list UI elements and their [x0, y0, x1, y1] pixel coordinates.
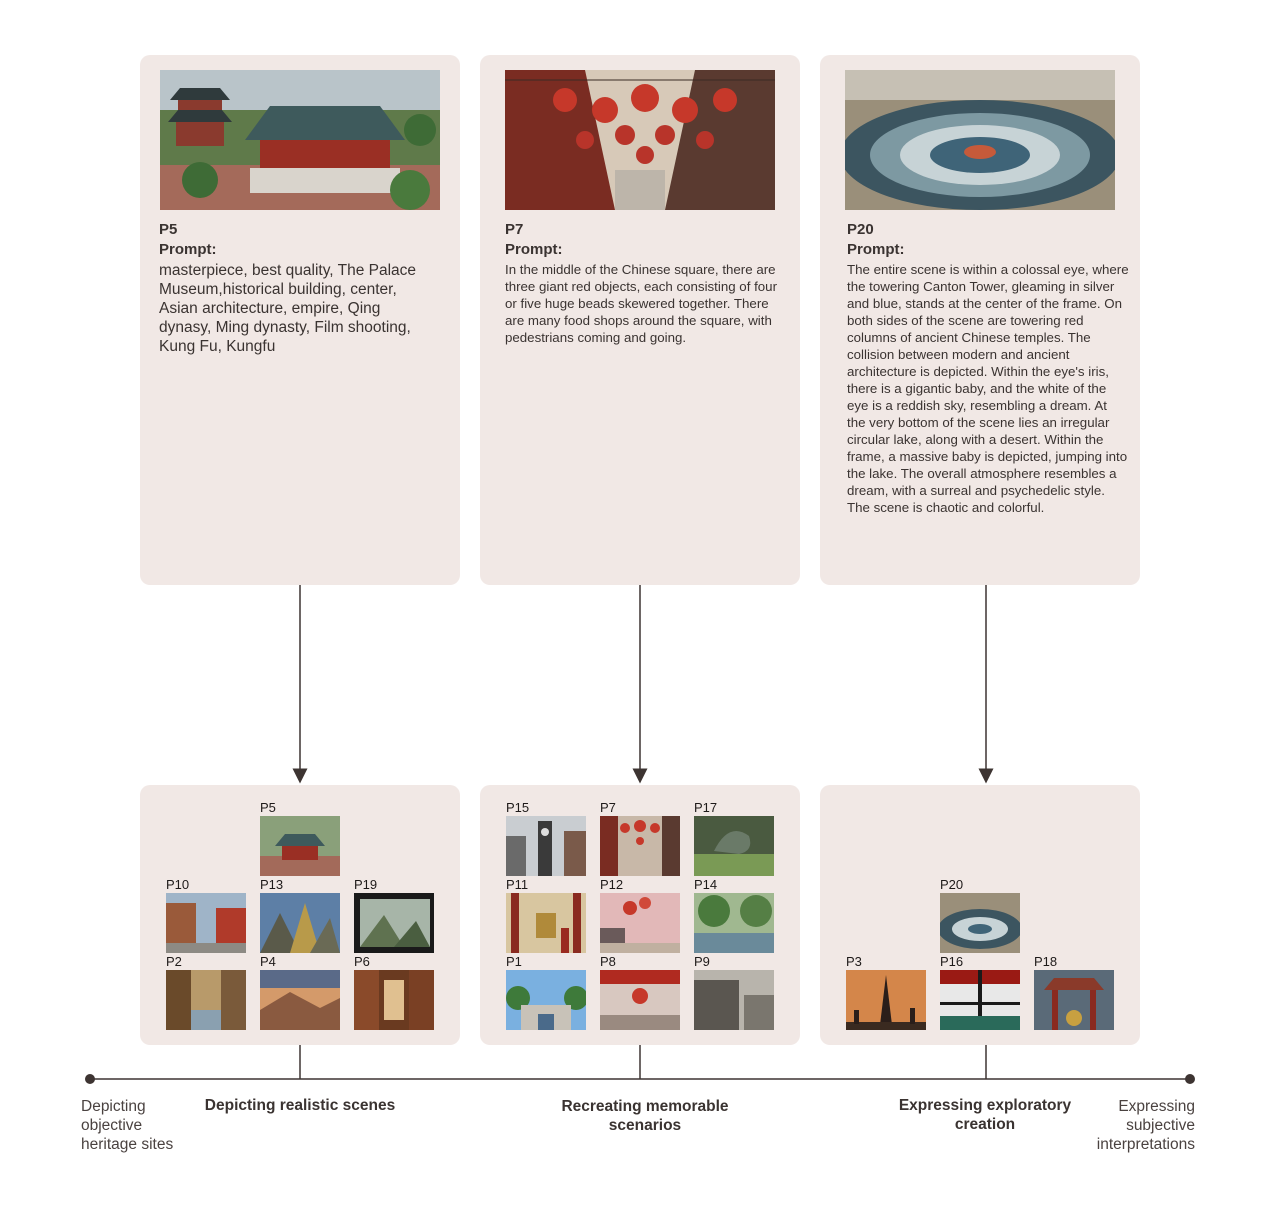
prompt-label: Prompt: — [159, 241, 217, 258]
street-thumb — [166, 893, 246, 953]
thumb-label: P4 — [260, 954, 276, 969]
bridge-thumb — [506, 970, 586, 1030]
lantern-thumb — [600, 816, 680, 876]
thumb-label: P20 — [940, 877, 964, 892]
thumb-label: P1 — [506, 954, 522, 969]
thumb-label: P12 — [600, 877, 624, 892]
axis-right-dot — [1185, 1074, 1195, 1084]
prompt-card-p7: P7 Prompt: In the middle of the Chinese … — [480, 55, 800, 585]
thumb-label: P3 — [846, 954, 862, 969]
category-label-exploratory: Expressing exploratory creation — [898, 1097, 1072, 1133]
group-realistic: P5 P10 P13 P19 P2 P4 P6 — [140, 785, 460, 1045]
thumb-label: P10 — [166, 877, 190, 892]
eye-thumb — [940, 893, 1020, 953]
thumb-label: P7 — [600, 800, 616, 815]
prompt-card-id: P5 — [159, 221, 178, 238]
pagoda-sunset-thumb — [846, 970, 926, 1030]
library-thumb — [354, 970, 434, 1030]
prompt-text: The entire scene is within a colossal ey… — [847, 262, 1129, 515]
palace-thumb — [260, 816, 340, 876]
statue-thumb — [260, 893, 340, 953]
thumb-label: P11 — [506, 877, 529, 892]
prompt-card-p20: P20 Prompt: The entire scene is within a… — [820, 55, 1140, 585]
thumb-label: P13 — [260, 877, 284, 892]
window-thumb — [940, 970, 1020, 1030]
group-exploratory: P20 P3 P16 P18 — [820, 785, 1140, 1045]
thumb-label: P16 — [940, 954, 964, 969]
dragon-thumb — [694, 816, 774, 876]
valley-thumb — [354, 893, 434, 953]
group-memorable: P15 P7 P17 P11 P12 P14 P1 P8 P9 — [480, 785, 800, 1045]
lantern-street-image — [505, 70, 775, 210]
category-label-realistic: Depicting realistic scenes — [204, 1097, 396, 1114]
pavilion-thumb — [1034, 970, 1114, 1030]
thumb-label: P8 — [600, 954, 616, 969]
thumb-label: P18 — [1034, 954, 1058, 969]
thumb-label: P15 — [506, 800, 530, 815]
axis-left-label: Depicting objective heritage sites — [81, 1098, 174, 1153]
prompt-card-p5: P5 Prompt: masterpiece, best quality, Th… — [140, 55, 460, 585]
thumb-label: P5 — [260, 800, 276, 815]
thumb-label: P6 — [354, 954, 370, 969]
prompt-label: Prompt: — [505, 241, 563, 258]
temple-interior-thumb — [506, 893, 586, 953]
plaza-thumb — [600, 970, 680, 1030]
category-label-memorable: Recreating memorable scenarios — [561, 1098, 729, 1134]
prompt-card-id: P7 — [505, 221, 524, 238]
balloons-thumb — [600, 893, 680, 953]
prompt-card-id: P20 — [847, 221, 874, 238]
prompt-label: Prompt: — [847, 241, 905, 258]
eye-lake-image — [845, 70, 1115, 210]
axis-right-label: Expressing subjective interpretations — [1096, 1098, 1195, 1153]
alley-thumb — [166, 970, 246, 1030]
thumb-label: P2 — [166, 954, 182, 969]
thumb-label: P9 — [694, 954, 710, 969]
axis-left-dot — [85, 1074, 95, 1084]
clocktower-thumb — [506, 816, 586, 876]
desert-thumb — [260, 970, 340, 1030]
prompt-text: masterpiece, best quality, The Palace Mu… — [159, 262, 417, 355]
thumb-label: P14 — [694, 877, 718, 892]
thumb-label: P17 — [694, 800, 718, 815]
palace-image — [160, 70, 440, 210]
wall-thumb — [694, 970, 774, 1030]
park-thumb — [694, 893, 774, 953]
thumb-label: P19 — [354, 877, 378, 892]
prompt-text: In the middle of the Chinese square, the… — [505, 262, 778, 345]
